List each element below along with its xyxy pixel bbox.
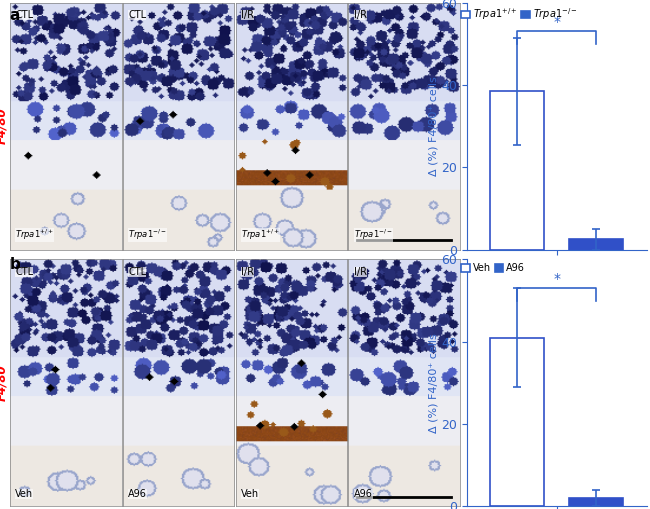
Text: CTL: CTL xyxy=(16,10,33,20)
Text: A96: A96 xyxy=(128,489,147,499)
Text: A96: A96 xyxy=(354,489,373,499)
Text: CTL: CTL xyxy=(128,267,146,277)
Text: Veh: Veh xyxy=(16,489,33,499)
Legend: Veh, A96: Veh, A96 xyxy=(457,260,529,277)
Bar xyxy=(490,91,544,249)
Legend: $\it{Trpa1}$$^{+/+}$, $\it{Trpa1}$$^{-/-}$: $\it{Trpa1}$$^{+/+}$, $\it{Trpa1}$$^{-/-… xyxy=(457,3,581,26)
Y-axis label: Δ (%) F4/80⁺ cells: Δ (%) F4/80⁺ cells xyxy=(428,333,438,433)
Bar xyxy=(569,498,623,506)
Text: I/R: I/R xyxy=(354,267,367,277)
Text: I/R: I/R xyxy=(241,10,254,20)
Text: $\it{Trpa1}$$^{+/+}$: $\it{Trpa1}$$^{+/+}$ xyxy=(241,228,280,242)
Text: *: * xyxy=(553,15,560,30)
Text: $\it{Trpa1}$$^{-/-}$: $\it{Trpa1}$$^{-/-}$ xyxy=(128,228,167,242)
Text: F4/80: F4/80 xyxy=(0,108,8,145)
Text: CTL: CTL xyxy=(16,267,33,277)
Text: *: * xyxy=(553,272,560,286)
Text: $\it{Trpa1}$$^{+/+}$: $\it{Trpa1}$$^{+/+}$ xyxy=(16,228,54,242)
Text: $\it{Trpa1}$$^{-/-}$: $\it{Trpa1}$$^{-/-}$ xyxy=(354,228,393,242)
Text: I/R: I/R xyxy=(241,267,254,277)
Text: I/R: I/R xyxy=(354,10,367,20)
Bar xyxy=(569,239,623,249)
Bar xyxy=(490,337,544,506)
Text: Veh: Veh xyxy=(241,489,259,499)
Text: CTL: CTL xyxy=(128,10,146,20)
Text: F4/80: F4/80 xyxy=(0,364,8,401)
Text: a: a xyxy=(10,8,20,22)
Y-axis label: Δ (%) F4/80⁺ cells: Δ (%) F4/80⁺ cells xyxy=(428,76,438,176)
Text: b: b xyxy=(10,257,21,272)
